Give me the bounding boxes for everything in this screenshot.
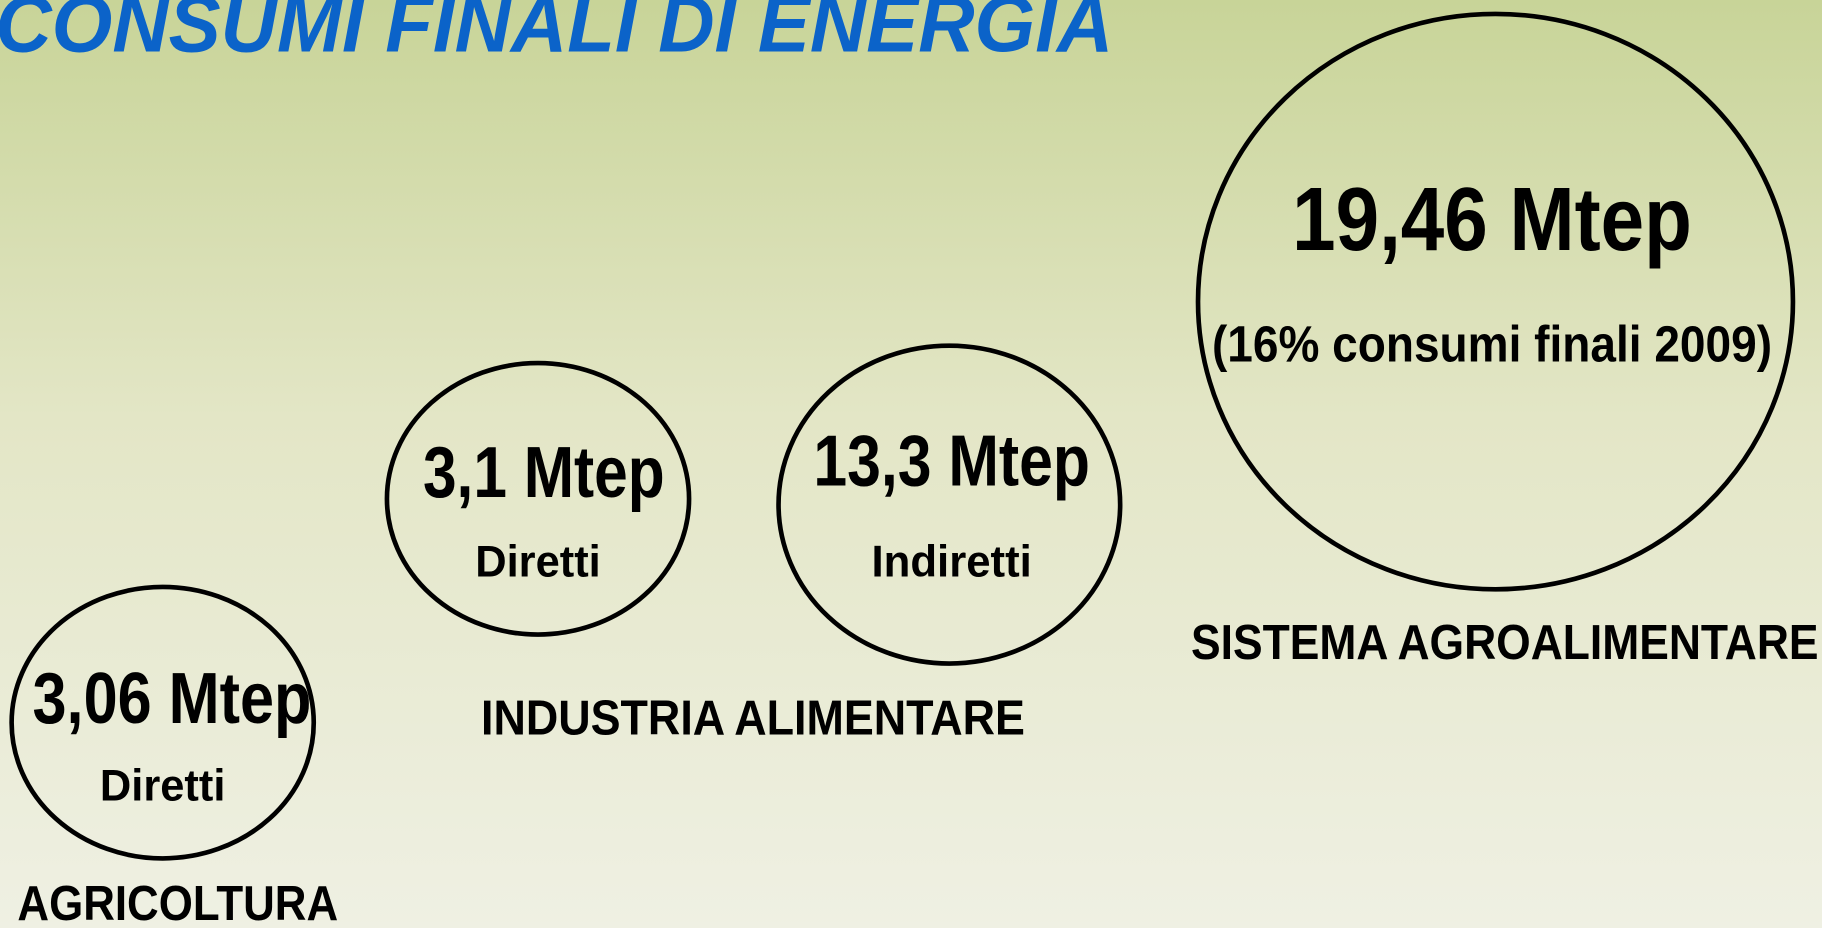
- circle-value: 3,06 Mtep: [33, 659, 312, 739]
- group-label: INDUSTRIA ALIMENTARE: [481, 691, 1025, 745]
- circle-value: 19,46 Mtep: [1292, 169, 1692, 270]
- circle-sublabel: Diretti: [100, 761, 225, 810]
- circle-value: 13,3 Mtep: [813, 421, 1090, 501]
- circle-sublabel: Indiretti: [871, 538, 1031, 587]
- circle: [1195, 11, 1796, 592]
- circle-sublabel: Diretti: [475, 538, 600, 587]
- title: CONSUMI FINALI DI ENERGIA: [0, 0, 1113, 70]
- circle-sublabel: (16% consumi finali 2009): [1212, 316, 1772, 373]
- circle: [776, 343, 1123, 666]
- circle: [384, 360, 692, 637]
- circle: [9, 584, 317, 861]
- group-label: AGRICOLTURA: [17, 877, 338, 928]
- group-label: SISTEMA AGROALIMENTARE: [1191, 616, 1818, 670]
- circle-value: 3,1 Mtep: [423, 433, 665, 513]
